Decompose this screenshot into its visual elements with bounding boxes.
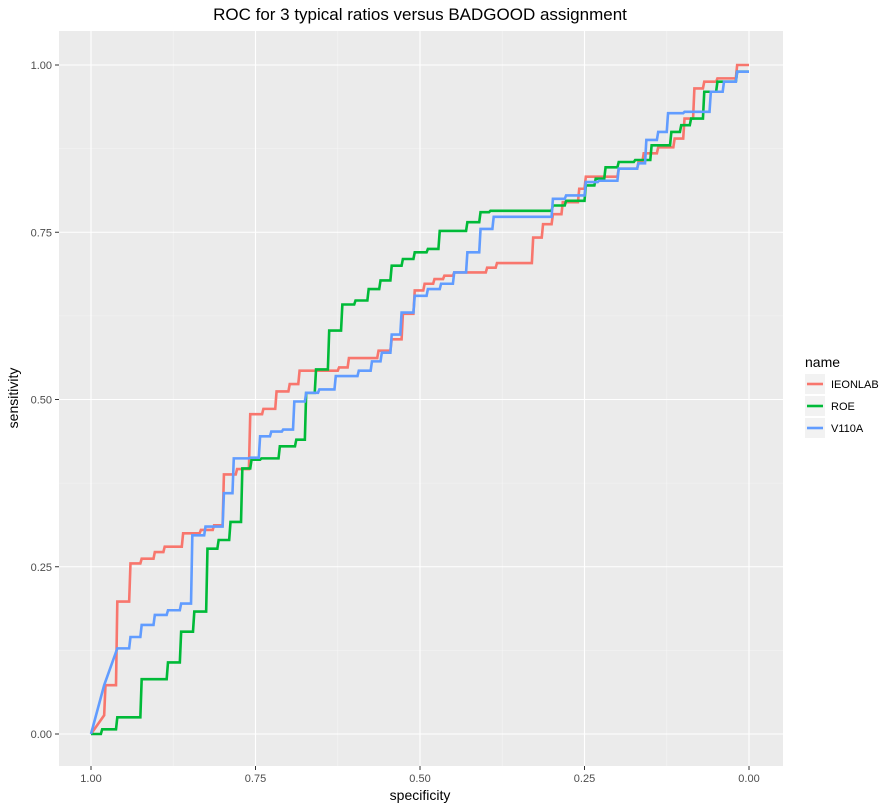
y-axis-title: sensitivity: [5, 368, 21, 429]
series-line-ieonlab: [89, 63, 749, 735]
series-lines: [89, 63, 749, 736]
series-line-v110a: [89, 70, 749, 735]
y-axis-ticks: 0.00 0.25 0.50 0.75 1.00: [31, 60, 59, 741]
x-tick-label: 0.00: [738, 773, 759, 785]
grid-major-lines: [59, 31, 783, 766]
x-tick-label: 0.50: [409, 773, 430, 785]
x-axis-title: specificity: [390, 787, 451, 803]
y-tick-label: 0.00: [31, 729, 52, 741]
legend-title: name: [805, 354, 840, 370]
x-tick-label: 1.00: [80, 773, 101, 785]
chart-title: ROC for 3 typical ratios versus BADGOOD …: [213, 5, 627, 24]
y-tick-label: 1.00: [31, 60, 52, 72]
grid-minor-lines: [59, 31, 783, 766]
legend-label-roe: ROE: [831, 401, 855, 413]
x-axis-ticks: 1.00 0.75 0.50 0.25 0.00: [80, 766, 760, 785]
legend: name IEONLAB ROE V110A: [805, 354, 879, 438]
series-line-roe: [91, 70, 749, 736]
legend-label-v110a: V110A: [831, 423, 864, 435]
legend-items: IEONLAB ROE V110A: [805, 374, 879, 438]
y-tick-label: 0.25: [31, 562, 52, 574]
y-tick-label: 0.50: [31, 395, 52, 407]
x-tick-label: 0.25: [574, 773, 595, 785]
y-tick-label: 0.75: [31, 227, 52, 239]
x-tick-label: 0.75: [245, 773, 266, 785]
legend-label-ieonlab: IEONLAB: [831, 379, 879, 391]
